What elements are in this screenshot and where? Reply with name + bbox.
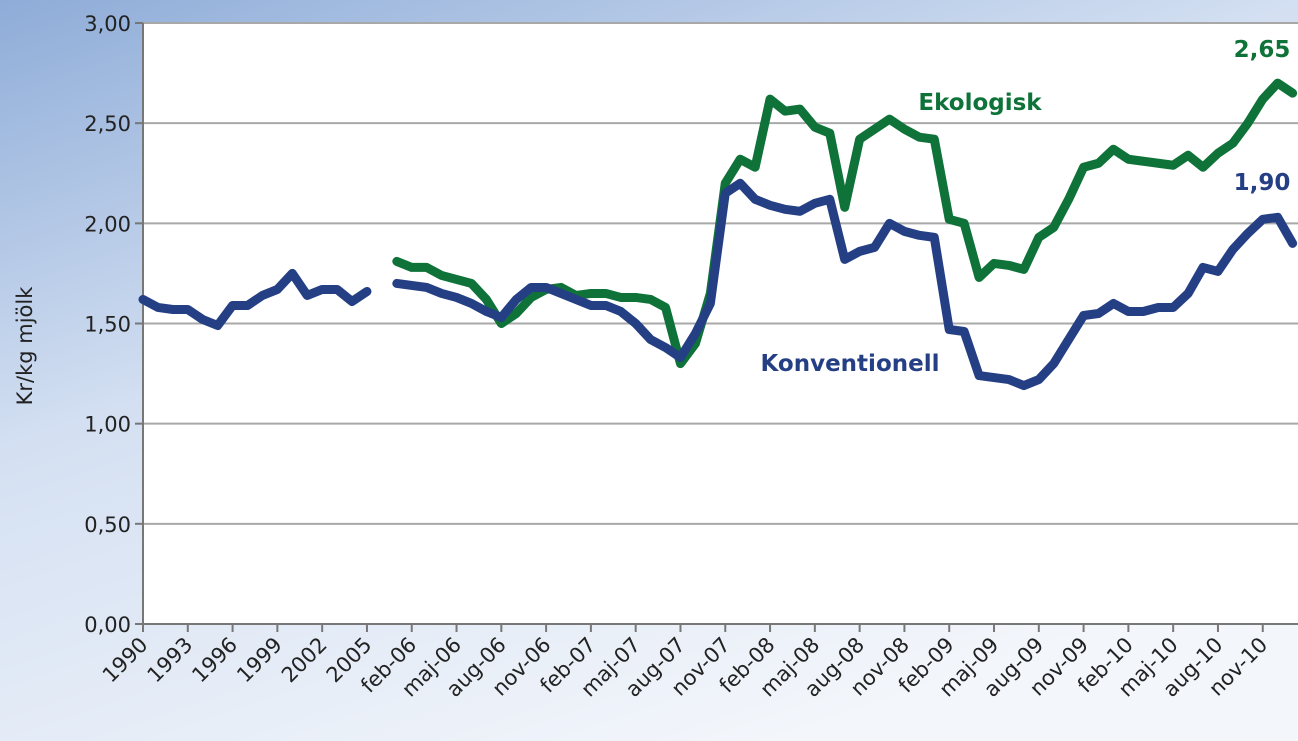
y-tick-label: 0,50 [84, 513, 131, 537]
y-tick-label: 2,00 [84, 212, 131, 236]
y-tick-label: 3,00 [84, 12, 131, 36]
series-label: Konventionell [761, 351, 940, 377]
y-axis-label: Kr/kg mjölk [13, 286, 37, 406]
value-label: 2,65 [1234, 37, 1291, 63]
y-tick-label: 1,50 [84, 313, 131, 337]
y-tick-label: 1,00 [84, 413, 131, 437]
y-tick-label: 2,50 [84, 112, 131, 136]
y-tick-label: 0,00 [84, 613, 131, 637]
series-line [138, 178, 1298, 391]
value-label: 1,90 [1234, 170, 1291, 196]
series-label: Ekologisk [918, 90, 1042, 116]
